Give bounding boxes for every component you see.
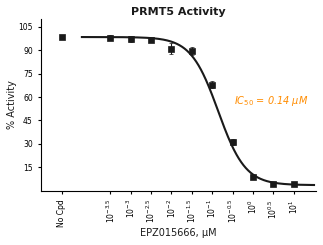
Y-axis label: % Activity: % Activity <box>7 80 17 129</box>
X-axis label: EPZ015666, μM: EPZ015666, μM <box>140 228 217 238</box>
Text: IC$_{50}$ = 0.14 μM: IC$_{50}$ = 0.14 μM <box>234 94 308 109</box>
Title: PRMT5 Activity: PRMT5 Activity <box>131 7 226 17</box>
